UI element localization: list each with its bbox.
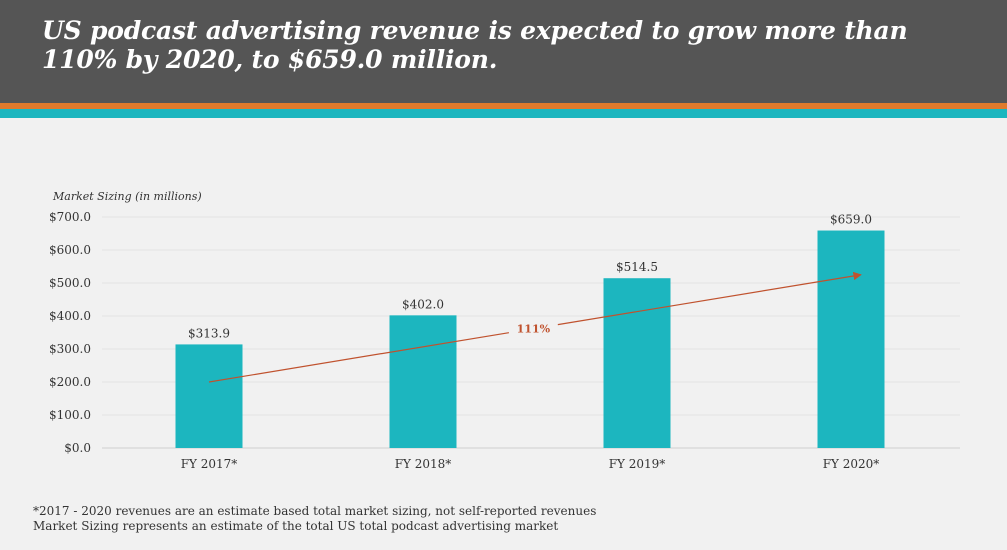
x-tick-label: FY 2019* — [609, 457, 666, 471]
x-tick-label: FY 2020* — [823, 457, 880, 471]
y-tick-label: $300.0 — [49, 342, 91, 356]
teal-divider-stripe — [0, 109, 1007, 118]
orange-divider-stripe — [0, 103, 1007, 109]
bar-value-label: $402.0 — [402, 297, 444, 311]
bar-fy2018 — [389, 315, 457, 448]
y-tick-label: $600.0 — [49, 243, 91, 257]
bar-fy2019 — [603, 278, 671, 448]
bar-fy2020 — [817, 230, 885, 448]
bar-value-label: $514.5 — [616, 260, 658, 274]
footnotes: *2017 - 2020 revenues are an estimate ba… — [33, 504, 596, 534]
header-banner: US podcast advertising revenue is expect… — [0, 0, 1007, 103]
x-tick-label: FY 2018* — [395, 457, 452, 471]
bar-fy2017 — [175, 344, 243, 448]
bar-value-label: $659.0 — [830, 213, 872, 227]
x-tick-label: FY 2017* — [181, 457, 238, 471]
y-tick-label: $200.0 — [49, 375, 91, 389]
y-tick-label: $700.0 — [49, 210, 91, 224]
trend-arrow — [557, 271, 862, 326]
bar-value-label: $313.9 — [188, 326, 230, 340]
y-tick-label: $500.0 — [49, 276, 91, 290]
page-title: US podcast advertising revenue is expect… — [42, 16, 908, 74]
footnote-market-sizing: Market Sizing represents an estimate of … — [33, 519, 559, 533]
revenue-bar-chart: Market Sizing (in millions) $0.0 $100.0 $2… — [49, 190, 960, 471]
trend-line-segment — [208, 332, 510, 383]
y-tick-label: $100.0 — [49, 408, 91, 422]
y-tick-label: $400.0 — [49, 309, 91, 323]
footnote-estimate: *2017 - 2020 revenues are an estimate ba… — [33, 504, 597, 518]
y-tick-label: $0.0 — [64, 441, 91, 455]
y-axis-title: Market Sizing (in millions) — [52, 190, 202, 203]
growth-percentage-label: 111% — [517, 323, 551, 336]
